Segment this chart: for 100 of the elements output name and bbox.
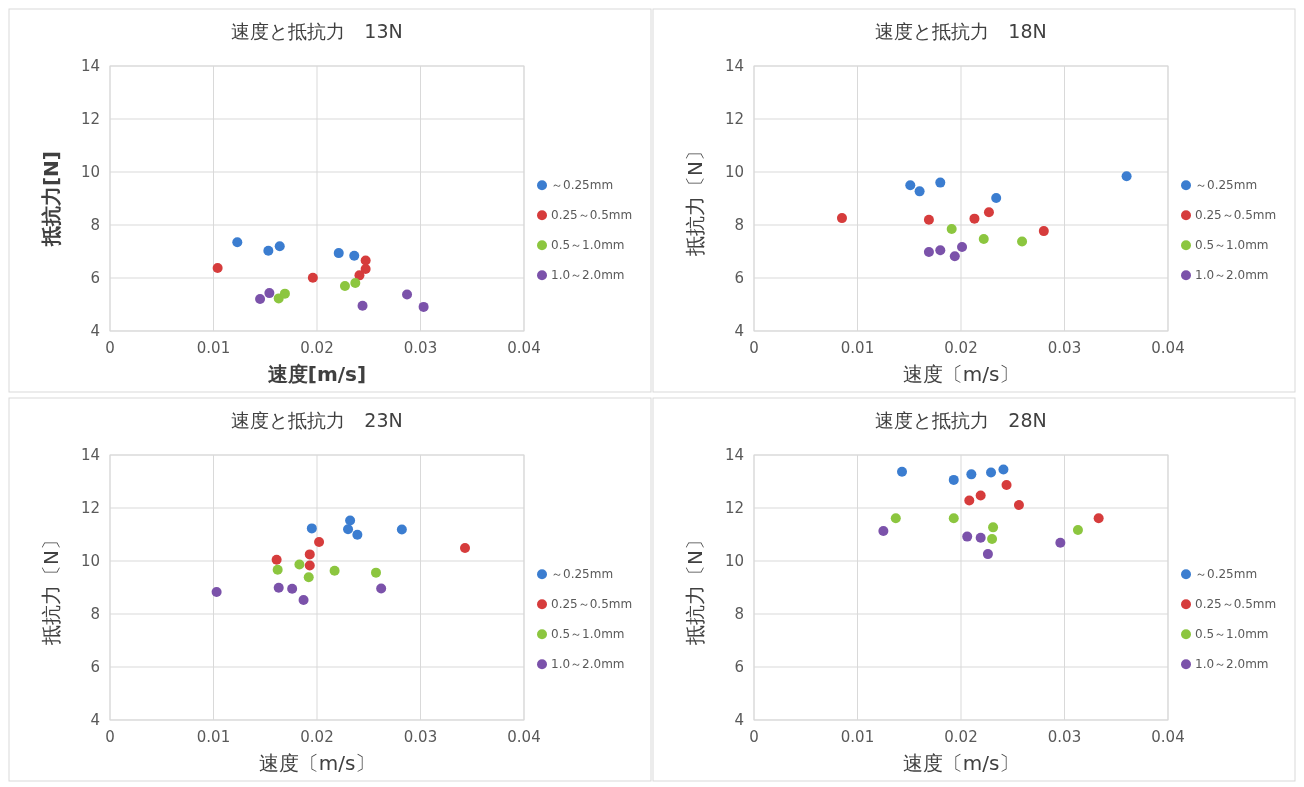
x-tick-label: 0.01 (196, 728, 231, 746)
legend-label: 0.5～1.0mm (1195, 238, 1269, 253)
chart-title: 速度と抵抗力 18N (875, 20, 1047, 42)
point (287, 583, 298, 594)
point (962, 531, 973, 542)
point (263, 245, 274, 256)
y-tick-label: 4 (90, 322, 100, 341)
x-axis-title: 速度[m/s] (267, 362, 367, 386)
legend-label: 0.5～1.0mm (551, 238, 625, 253)
point (966, 469, 977, 480)
point (988, 522, 999, 533)
point (890, 513, 901, 524)
y-tick-label: 6 (734, 658, 744, 677)
y-axis-title: 抵抗力〔N〕 (39, 530, 63, 646)
y-tick-label: 12 (80, 499, 100, 518)
point (1093, 513, 1104, 524)
point (923, 247, 934, 258)
x-tick-label: 0 (105, 339, 115, 357)
legend-label: 0.25～0.5mm (551, 597, 633, 612)
point (986, 467, 997, 478)
point (303, 572, 314, 583)
point (1072, 525, 1083, 535)
point (343, 524, 354, 535)
point (975, 532, 986, 543)
point (983, 207, 994, 218)
x-tick-label: 0 (749, 339, 759, 357)
point (274, 241, 285, 252)
point (264, 288, 275, 299)
x-tick-label: 0.01 (840, 339, 875, 357)
point (376, 583, 387, 594)
point (271, 554, 282, 565)
legend-label: 0.25～0.5mm (1195, 597, 1277, 612)
y-tick-label: 12 (80, 110, 100, 129)
point (946, 223, 957, 234)
x-tick-label: 0.03 (1047, 728, 1082, 746)
point (273, 582, 284, 593)
point (212, 262, 223, 273)
y-tick-label: 6 (734, 269, 744, 288)
y-tick-label: 4 (90, 711, 100, 730)
y-axis-title: 抵抗力〔N〕 (683, 530, 707, 646)
point (923, 214, 934, 225)
x-axis-title: 速度〔m/s〕 (258, 751, 376, 775)
y-tick-label: 4 (734, 322, 744, 341)
y-tick-label: 10 (80, 163, 100, 182)
legend-label: 0.5～1.0mm (551, 627, 625, 642)
point (306, 523, 317, 534)
point (1038, 226, 1049, 237)
point (878, 526, 889, 537)
y-tick-label: 14 (80, 57, 100, 76)
point (1017, 236, 1028, 247)
point (329, 565, 340, 576)
point (307, 272, 318, 283)
x-tick-label: 0 (105, 728, 115, 746)
point (969, 213, 980, 224)
y-tick-label: 10 (724, 552, 744, 571)
x-tick-label: 0.04 (507, 728, 541, 746)
point (396, 524, 407, 535)
point (935, 245, 946, 256)
x-tick-label: 0.01 (196, 339, 231, 357)
point (279, 288, 290, 299)
point (978, 234, 989, 245)
point (357, 300, 368, 311)
point (982, 549, 993, 560)
x-tick-label: 0.04 (1151, 339, 1185, 357)
point (957, 242, 968, 252)
point (352, 529, 363, 540)
point (975, 490, 986, 501)
x-tick-label: 0.04 (507, 339, 541, 357)
legend-label: 0.25～0.5mm (1195, 208, 1277, 223)
point (314, 536, 325, 547)
x-tick-label: 0.04 (1151, 728, 1185, 746)
point (897, 466, 908, 477)
point (836, 213, 847, 224)
y-axis-title: 抵抗力[N] (39, 150, 63, 248)
point (998, 464, 1009, 475)
point (294, 559, 305, 570)
y-tick-label: 10 (80, 552, 100, 571)
y-tick-label: 8 (90, 216, 100, 235)
point (350, 278, 361, 289)
legend-label: ～0.25mm (1195, 567, 1258, 582)
point (354, 270, 365, 281)
legend-label: ～0.25mm (1195, 178, 1258, 193)
legend-label: 1.0～2.0mm (1195, 268, 1269, 283)
x-tick-label: 0.03 (1047, 339, 1082, 357)
point (232, 237, 243, 248)
point (333, 248, 344, 259)
y-tick-label: 8 (734, 605, 744, 624)
point (460, 543, 471, 554)
y-tick-label: 12 (724, 499, 744, 518)
point (1013, 500, 1024, 511)
point (360, 263, 371, 274)
point (418, 301, 429, 312)
point (987, 534, 998, 545)
point (991, 192, 1002, 203)
chart-title: 速度と抵抗力 13N (231, 20, 403, 42)
y-tick-label: 6 (90, 269, 100, 288)
point (948, 474, 959, 485)
y-tick-label: 10 (724, 163, 744, 182)
x-axis-title: 速度〔m/s〕 (902, 751, 1020, 775)
y-tick-label: 14 (80, 446, 100, 465)
